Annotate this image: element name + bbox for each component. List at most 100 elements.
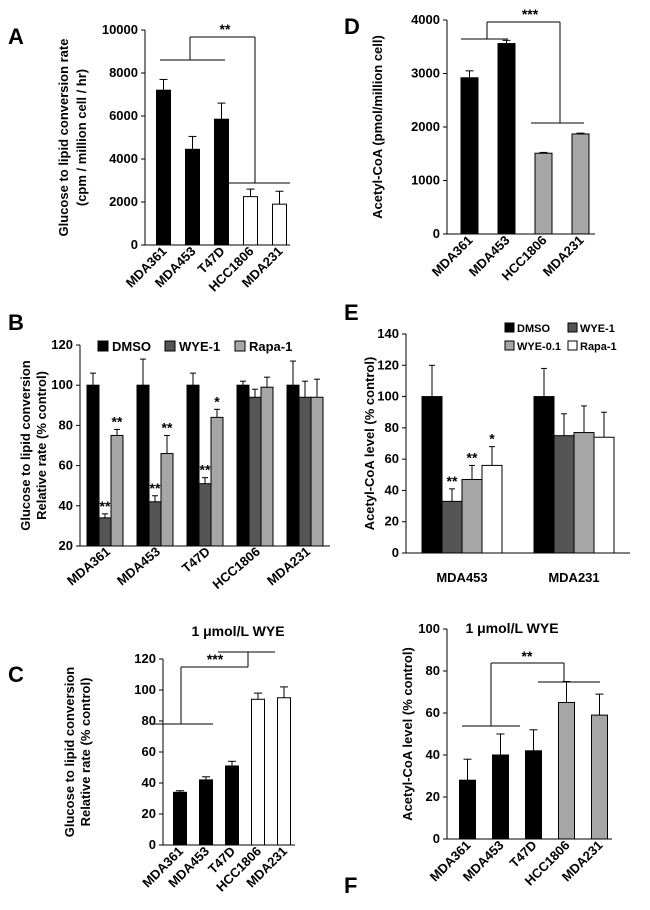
- B-category-label: MDA231: [264, 544, 313, 588]
- B-bar-dmso: [236, 384, 250, 547]
- D-y-tick-label: 3000: [411, 66, 440, 81]
- B-category-label: MDA453: [114, 544, 163, 588]
- A-bar: [185, 148, 200, 246]
- E-y-tick-label: 40: [385, 482, 399, 497]
- E-legend-swatch-rapa-1: [567, 340, 578, 351]
- B-category-label: T47D: [179, 544, 213, 576]
- B-legend-label: WYE-1: [179, 339, 220, 354]
- F-y-tick-label: 80: [426, 663, 440, 678]
- B-significance-star: **: [162, 419, 173, 435]
- C-y-tick-label: 60: [142, 744, 156, 759]
- F-bar: [525, 750, 542, 840]
- E-y-tick-label: 120: [377, 357, 399, 372]
- E-y-tick-label: 60: [385, 451, 399, 466]
- B-category-label: HCC1806: [210, 544, 263, 592]
- B-legend-swatch-rapa-1: [234, 340, 246, 352]
- D-category-label: MDA231: [540, 233, 587, 280]
- B-bar-wye-1: [198, 483, 212, 547]
- E-bar-dmso: [533, 396, 555, 554]
- C-bar: [277, 697, 291, 846]
- B-bar-dmso: [186, 384, 200, 547]
- A-y-tick-label: 6000: [109, 108, 138, 123]
- C-y-tick-label: 20: [142, 806, 156, 821]
- B-bar-rapa-1: [110, 434, 124, 547]
- A-bar: [156, 89, 171, 246]
- C-significance-label: ***: [207, 651, 224, 667]
- D-bar: [534, 152, 553, 235]
- E-legend-label: Rapa-1: [580, 341, 617, 353]
- panel-label-A: A: [8, 24, 24, 49]
- B-legend-swatch-dmso: [97, 340, 109, 352]
- E-significance-star: **: [467, 449, 478, 465]
- F-y-tick-label: 40: [426, 747, 440, 762]
- A-y-tick-label: 0: [131, 237, 138, 252]
- B-y-tick-label: 120: [51, 337, 73, 352]
- B-bar-wye-1: [248, 396, 262, 547]
- A-y-tick-label: 10000: [102, 22, 138, 37]
- B-y-tick-label: 20: [59, 538, 73, 553]
- B-legend-label: Rapa-1: [249, 339, 292, 354]
- E-significance-star: *: [489, 431, 495, 447]
- D-y-tick-label: 2000: [411, 119, 440, 134]
- E-bar-rapa-1: [593, 436, 615, 554]
- C-y-axis-label: Glucose to lipid conversion: [62, 667, 77, 838]
- B-bar-dmso: [136, 384, 150, 547]
- C-y-tick-label: 0: [149, 837, 156, 852]
- B-bar-rapa-1: [310, 396, 324, 547]
- E-legend-label: DMSO: [517, 323, 550, 335]
- F-chart-title: 1 μmol/L WYE: [465, 620, 558, 636]
- C-chart-title: 1 μmol/L WYE: [191, 623, 284, 639]
- B-bar-wye-1: [148, 501, 162, 547]
- panel-label-D: D: [344, 14, 360, 39]
- A-y-tick-label: 2000: [109, 194, 138, 209]
- B-y-tick-label: 60: [59, 458, 73, 473]
- C-y-tick-label: 100: [134, 682, 156, 697]
- panel-label-B: B: [8, 310, 24, 335]
- B-bar-wye-1: [298, 396, 312, 547]
- B-legend-swatch-wye-1: [164, 340, 176, 352]
- C-bar: [199, 779, 213, 846]
- D-y-tick-label: 1000: [411, 173, 440, 188]
- E-legend-swatch-wye-0.1: [504, 340, 515, 351]
- C-bar: [251, 698, 265, 846]
- panel-label-C: C: [8, 662, 24, 687]
- F-y-tick-label: 0: [433, 831, 440, 846]
- E-bar-rapa-1: [481, 464, 503, 554]
- D-bar: [571, 133, 590, 235]
- F-y-tick-label: 100: [418, 621, 440, 636]
- E-y-tick-label: 140: [377, 326, 399, 341]
- F-bar: [459, 779, 476, 840]
- E-y-tick-label: 100: [377, 389, 399, 404]
- E-category-label: MDA231: [548, 570, 599, 585]
- F-bar: [591, 714, 608, 840]
- B-significance-star: **: [112, 413, 123, 429]
- A-significance-label: **: [220, 21, 231, 37]
- C-y-axis-label: Relative rate (% control): [78, 678, 93, 827]
- A-bar: [243, 196, 258, 246]
- C-y-tick-label: 40: [142, 775, 156, 790]
- E-legend-label: WYE-1: [580, 323, 615, 335]
- C-y-tick-label: 80: [142, 713, 156, 728]
- B-significance-star: **: [100, 498, 111, 514]
- B-bar-dmso: [86, 384, 100, 547]
- A-y-axis-label: (cpm / million cell / hr): [74, 69, 89, 206]
- E-bar-wye-0.1: [573, 432, 595, 554]
- E-legend-swatch-dmso: [504, 322, 515, 333]
- E-y-axis-label: Acetyl-CoA level (% control): [362, 357, 377, 531]
- B-y-axis-label: Glucose to lipid conversion: [18, 360, 33, 531]
- C-bar: [173, 791, 187, 846]
- B-y-axis-label: Relative rate (% control): [34, 371, 49, 520]
- E-bar-dmso: [421, 396, 443, 554]
- B-y-tick-label: 80: [59, 417, 73, 432]
- F-significance-label: **: [522, 648, 533, 664]
- D-significance-label: ***: [522, 6, 539, 22]
- F-y-tick-label: 60: [426, 705, 440, 720]
- D-y-axis-label: Acetyl-CoA (pmol/million cell): [370, 35, 385, 219]
- A-y-tick-label: 8000: [109, 65, 138, 80]
- F-y-tick-label: 20: [426, 789, 440, 804]
- D-bar: [460, 77, 479, 235]
- E-y-tick-label: 80: [385, 420, 399, 435]
- F-bar: [558, 702, 575, 840]
- D-y-tick-label: 4000: [411, 12, 440, 27]
